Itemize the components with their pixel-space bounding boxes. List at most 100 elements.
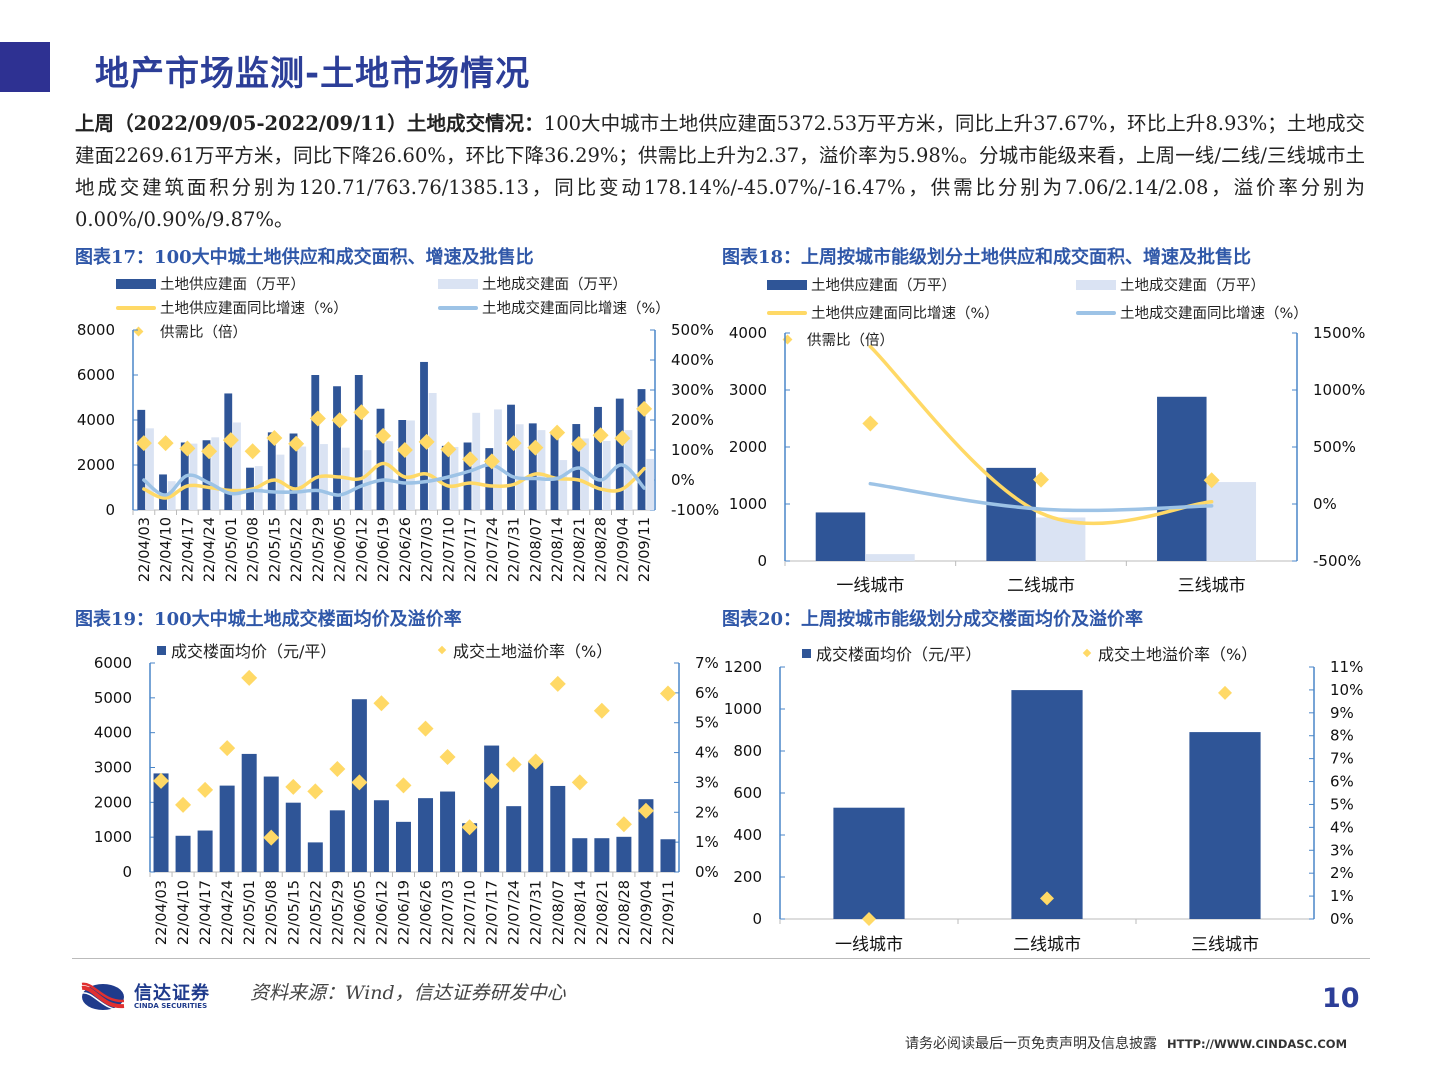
diamond-marker — [395, 777, 412, 794]
bar-secondary — [385, 441, 394, 510]
left-axis-tick-label: 4000 — [729, 324, 767, 342]
diamond-marker — [418, 433, 435, 450]
bar-primary — [463, 442, 472, 510]
x-axis-tick-label: 22/04/24 — [202, 517, 218, 582]
legend-swatch — [438, 305, 478, 310]
left-axis-tick-label: 600 — [733, 784, 762, 802]
legend-swatch — [767, 279, 807, 290]
fig18-title: 图表18：上周按城市能级划分土地供应和成交面积、增速及批售比 — [722, 247, 1252, 268]
x-axis-tick-label: 22/05/15 — [286, 880, 302, 945]
bar-primary — [197, 830, 213, 872]
legend-label: 土地成交建面（万平） — [1120, 278, 1265, 294]
right-axis-tick-label: 1000% — [1313, 381, 1365, 399]
diamond-marker — [637, 802, 654, 819]
x-axis-tick-label: 22/06/05 — [333, 517, 349, 582]
x-axis-tick-label: 22/09/11 — [661, 880, 677, 945]
fig17-legend-ratio: 供需比（倍） — [133, 321, 247, 342]
legend-label: 土地供应建面同比增速（%） — [160, 301, 348, 317]
x-axis-tick-label: 22/05/22 — [289, 517, 305, 582]
left-axis-tick-label: 0 — [122, 863, 132, 881]
diamond-marker — [197, 781, 214, 798]
legend-label: 成交楼面均价（元/平） — [816, 645, 982, 664]
legend-label: 成交土地溢价率（%） — [1098, 645, 1258, 664]
page-title: 地产市场监测-土地市场情况 — [95, 54, 531, 94]
diamond-marker — [483, 453, 500, 470]
bar-secondary — [515, 424, 524, 510]
page-number: 10 — [1322, 983, 1360, 1014]
disclaimer: 请务必阅读最后一页免责声明及信息披露 HTTP://WWW.CINDASC.COM — [905, 1033, 1347, 1053]
right-axis-tick-label: 1% — [1330, 887, 1354, 905]
diamond-marker — [659, 685, 676, 702]
diamond-marker — [244, 443, 261, 460]
right-axis-tick-label: 4% — [1330, 818, 1354, 836]
legend-swatch — [1076, 279, 1116, 290]
fig18-legend-supply-yoy: 土地供应建面同比增速（%） — [767, 302, 999, 323]
diamond-marker — [549, 675, 566, 692]
diamond-marker — [353, 404, 370, 421]
bar-primary — [420, 361, 428, 510]
x-axis-tick-label: 22/07/17 — [485, 880, 501, 945]
diamond-marker — [307, 783, 324, 800]
bar-primary — [594, 838, 610, 872]
x-axis-tick-label: 三线城市 — [1178, 576, 1246, 596]
right-axis-tick-label: 0% — [671, 471, 695, 489]
summary-paragraph: 上周（2022/09/05-2022/09/11）土地成交情况：100大中城市土… — [75, 108, 1365, 236]
diamond-marker — [351, 774, 368, 791]
left-axis-tick-label: 400 — [733, 826, 762, 844]
bar-primary — [528, 423, 537, 510]
bar-primary — [637, 389, 646, 510]
right-axis-tick-label: 5% — [1330, 795, 1354, 813]
diamond-marker — [483, 772, 500, 789]
x-axis-tick-label: 22/07/03 — [420, 517, 436, 582]
bar-secondary — [146, 428, 154, 510]
diamond-marker — [1218, 685, 1232, 700]
right-axis-tick-label: 1500% — [1313, 324, 1365, 342]
diamond-marker — [375, 427, 392, 444]
diamond-marker — [592, 427, 609, 444]
fig19-legend-price: 成交楼面均价（元/平） — [157, 638, 336, 662]
diamond-marker — [549, 424, 566, 441]
fig19-title: 图表19：100大中城土地成交楼面均价及溢价率 — [75, 609, 462, 630]
bar-primary — [153, 773, 169, 872]
x-axis-tick-label: 22/07/03 — [441, 880, 457, 945]
x-axis-tick-label: 22/04/10 — [159, 517, 175, 582]
bar-secondary — [1035, 517, 1086, 561]
diamond-marker — [266, 430, 283, 446]
diamond-marker — [157, 435, 174, 452]
x-axis-tick-label: 22/06/12 — [354, 517, 370, 582]
x-axis-tick-label: 22/08/14 — [550, 517, 566, 582]
bar-primary — [373, 800, 389, 872]
right-axis-tick-label: -500% — [1313, 552, 1361, 570]
logo-en: CINDA SECURITIES — [134, 1001, 208, 1010]
fig20-chart: 0 200 400 600 800 1000 1200 0% 1% 2% 3% 4% 5% 6% 7% 8% 9… — [724, 658, 1364, 955]
legend-label: 土地供应建面同比增速（%） — [811, 306, 999, 322]
x-axis-tick-label: 22/08/07 — [528, 517, 544, 582]
x-axis-tick-label: 22/09/04 — [615, 517, 631, 582]
left-axis-tick-label: 2000 — [77, 456, 115, 474]
right-axis-tick-label: 0% — [1330, 910, 1354, 928]
legend-label: 成交土地溢价率（%） — [453, 642, 613, 661]
diamond-marker — [153, 772, 170, 789]
left-axis-tick-label: 1200 — [724, 658, 762, 676]
legend-label: 土地成交建面同比增速（%） — [482, 301, 670, 317]
legend-swatch — [767, 310, 807, 315]
source-note: 资料来源：Wind，信达证券研发中心 — [250, 982, 566, 1004]
bar-primary — [528, 761, 544, 872]
bar-primary — [354, 375, 363, 510]
bar-primary — [462, 823, 478, 872]
website-link[interactable]: HTTP://WWW.CINDASC.COM — [1167, 1037, 1348, 1051]
x-axis-tick-label: 22/06/26 — [419, 880, 435, 945]
x-axis-tick-label: 22/07/31 — [507, 517, 523, 582]
x-axis-tick-label: 22/07/31 — [529, 880, 545, 945]
legend-swatch — [802, 648, 811, 658]
right-axis-tick-label: 0% — [695, 863, 719, 881]
left-axis-tick-label: 5000 — [94, 689, 132, 707]
legend-label: 土地成交建面同比增速（%） — [1120, 306, 1308, 322]
legend-label: 土地成交建面（万平） — [482, 277, 627, 293]
bar-primary — [376, 408, 385, 510]
bar-primary — [638, 799, 654, 872]
diamond-marker — [527, 439, 544, 456]
fig17-legend-supply-yoy: 土地供应建面同比增速（%） — [116, 297, 348, 318]
bar-secondary — [428, 393, 437, 510]
